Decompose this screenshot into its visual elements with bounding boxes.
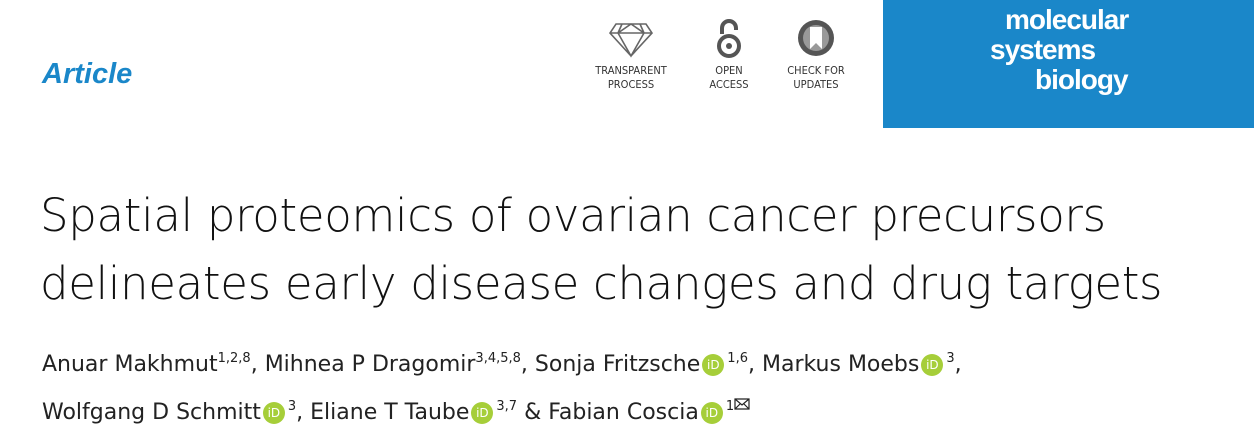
separator: , (747, 352, 755, 377)
orcid-icon: iD (702, 354, 725, 376)
author[interactable]: Wolfgang D Schmitt iD 3 (42, 399, 297, 425)
title-line: Spatial proteomics of ovarian cancer pre… (40, 189, 1106, 242)
title-line: delineates early disease changes and dru… (40, 257, 1163, 310)
affiliations: 3,4,5,8 (475, 351, 521, 366)
separator: , (250, 352, 258, 377)
updates-icon (798, 20, 834, 56)
author-name: Markus Moebs (761, 352, 920, 377)
badge-line: UPDATES (793, 78, 839, 91)
lock-icon (717, 19, 741, 58)
logo-line: systems (990, 34, 1096, 65)
author[interactable]: Eliane T Taube iD 3,7 (310, 399, 518, 425)
author[interactable]: Anuar Makhmut1,2,8 (42, 351, 251, 377)
author-name: Eliane T Taube (310, 400, 470, 425)
affiliations: 3,7 (496, 399, 518, 414)
orcid-icon: iD (471, 402, 494, 424)
orcid-icon: iD (700, 402, 723, 424)
author-line: Anuar Makhmut1,2,8, Mihnea P Dragomir3,4… (42, 338, 962, 386)
author[interactable]: Mihnea P Dragomir3,4,5,8 (264, 351, 521, 377)
affiliations: 3 (946, 351, 955, 366)
separator: , (296, 400, 304, 425)
orcid-icon: iD (262, 402, 285, 424)
diamond-icon (608, 23, 654, 58)
mail-icon[interactable] (734, 398, 750, 410)
author[interactable]: Sonja Fritzsche iD 1,6 (534, 351, 748, 377)
badge-line: PROCESS (607, 78, 655, 91)
author-name: Anuar Makhmut (42, 352, 218, 377)
badge-line: CHECK FOR (787, 64, 845, 77)
badge-transparent[interactable]: TRANSPARENT PROCESS (581, 18, 681, 92)
separator: & (524, 400, 542, 425)
affiliations: 3 (287, 399, 297, 414)
author-list: Anuar Makhmut1,2,8, Mihnea P Dragomir3,4… (42, 338, 962, 434)
author[interactable]: Fabian Coscia iD 1 (548, 398, 750, 425)
logo-line: molecular (1005, 4, 1129, 35)
author-name: Fabian Coscia (548, 400, 699, 425)
affiliations: 1,2,8 (217, 351, 251, 366)
affiliations: 1,6 (727, 351, 748, 366)
separator: , (954, 352, 962, 377)
journal-logo[interactable]: molecular systems biology (883, 0, 1254, 128)
badge-open-access[interactable]: OPEN ACCESS (679, 18, 779, 92)
article-type: Article (42, 58, 133, 90)
badge-line: OPEN (715, 64, 743, 77)
author-line: Wolfgang D Schmitt iD 3, Eliane T Taube iD 3… (42, 386, 962, 434)
badge-line: ACCESS (709, 78, 749, 91)
logo-line: biology (1035, 64, 1129, 95)
badge-line: TRANSPARENT (595, 64, 667, 77)
author[interactable]: Markus Moebs iD 3 (761, 351, 955, 377)
title: Spatial proteomics of ovarian cancer pre… (40, 182, 1163, 318)
author-name: Sonja Fritzsche (534, 352, 701, 377)
orcid-icon: iD (921, 354, 944, 376)
separator: , (520, 352, 528, 377)
author-name: Mihnea P Dragomir (264, 352, 476, 377)
author-name: Wolfgang D Schmitt (42, 400, 261, 425)
badge-updates[interactable]: CHECK FOR UPDATES (766, 18, 866, 92)
affiliations: 1 (725, 399, 735, 414)
